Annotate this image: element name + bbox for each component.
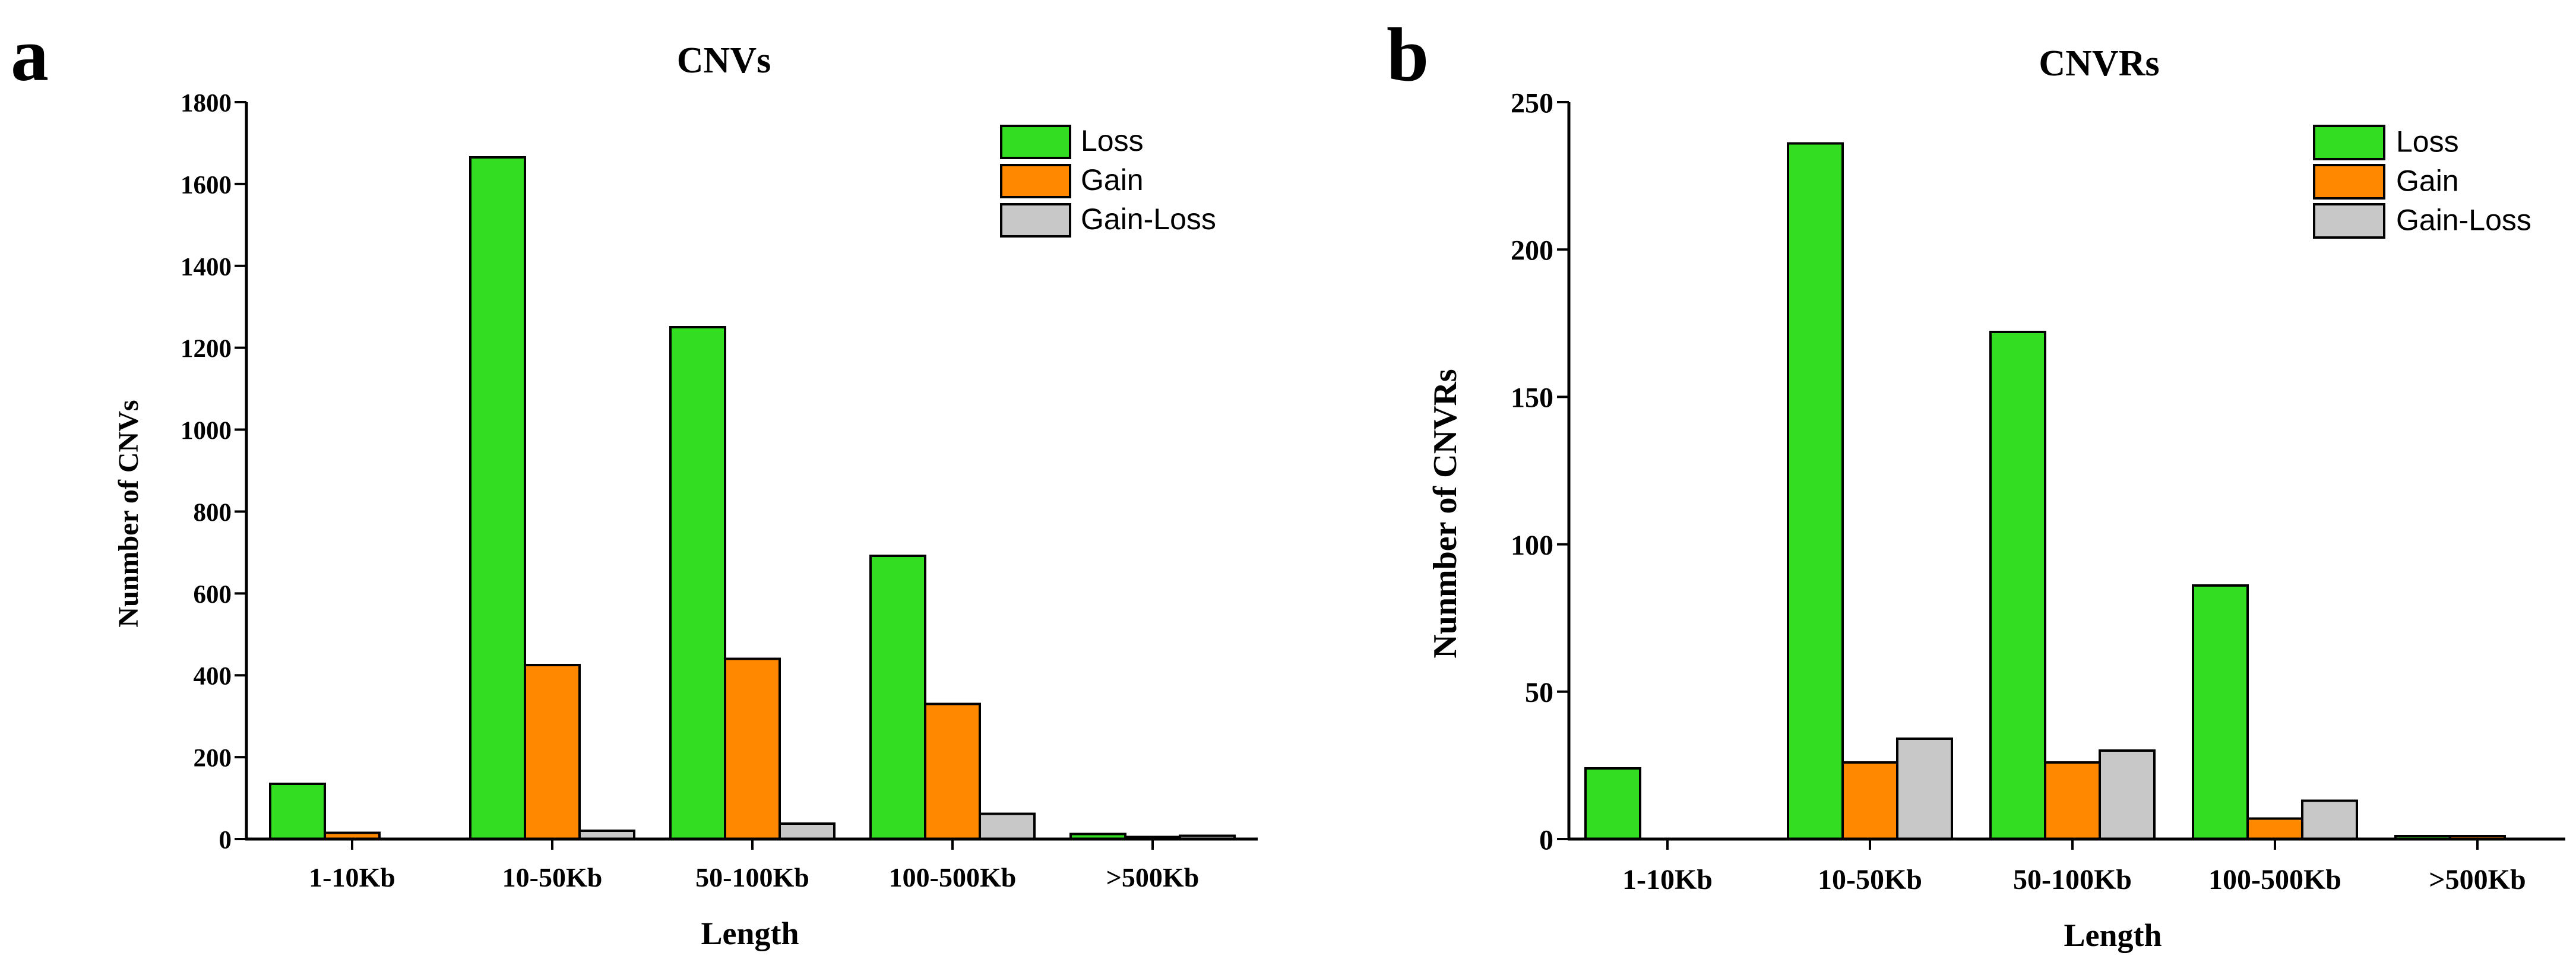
y-tick-label: 250 [1511,87,1553,119]
bar-gain-loss-3 [2099,749,2156,840]
y-tick-label: 200 [1511,235,1553,266]
bar-gain-loss-4 [979,812,1036,840]
x-tick-label: 100-500Kb [889,862,1017,892]
y-tick-label: 0 [219,826,232,854]
legend-swatch-gain [1000,164,1071,198]
panel-b: b CNVRs Length Nunmber of CNVRs 1-10Kb 10… [1387,12,2565,953]
legend-label: Loss [2396,125,2459,159]
bar-loss-2 [469,156,526,841]
y-tick-label: 1600 [181,171,232,199]
y-axis-label: Nunmber of CNVRs [1427,369,1464,658]
legend-swatch-gain [2313,164,2385,200]
panel-letter: b [1387,12,1429,97]
bar-gain-2 [524,663,581,840]
bar-loss-3 [669,326,726,840]
y-tick-label: 400 [194,663,232,691]
legend: Loss Gain Gain-Loss [2313,125,2531,239]
panel-letter: a [11,12,49,97]
y-tick-label: 1000 [181,417,232,445]
y-tick-label: 800 [194,499,232,527]
bar-gain-loss-2 [1896,738,1953,840]
y-axis-label: Nunmber of CNVs [113,400,144,627]
y-tick-label: 0 [1539,824,1553,856]
bar-loss-1 [1584,767,1641,841]
legend-swatch-gain-loss [2313,203,2385,239]
y-tick-label: 1800 [181,89,232,117]
x-tick-label: 10-50Kb [502,862,603,892]
plot-area: 1-10Kb 10-50Kb 50-100Kb 100-500Kb >500Kb 0 200… [181,89,1258,892]
y-tick-label: 50 [1525,677,1553,708]
bar-loss-3 [1989,331,2046,840]
legend-label: Gain-Loss [2396,204,2531,237]
bar-gain-loss-4 [2301,799,2358,841]
y-tick-label: 600 [194,581,232,609]
legend: Loss Gain Gain-Loss [1000,124,1216,238]
x-tick-label: >500Kb [2429,864,2526,895]
x-tick-label: 1-10Kb [1622,864,1713,895]
bar-loss-4 [2192,584,2249,840]
x-tick-label: >500Kb [1106,862,1200,892]
bar-loss-4 [869,554,926,840]
y-tick-label: 150 [1511,382,1553,414]
bar-gain-4 [924,702,981,840]
x-tick-label: 50-100Kb [695,862,809,892]
chart-title: CNVs [677,40,771,81]
bar-gain-3 [724,657,781,840]
x-tick-label: 100-500Kb [2208,864,2341,895]
plot-area: 1-10Kb 10-50Kb 50-100Kb 100-500Kb >500Kb 0 50 1… [1511,87,2565,895]
legend-swatch-gain-loss [1000,203,1071,238]
y-tick-label: 200 [194,745,232,773]
x-tick-label: 1-10Kb [309,862,395,892]
bar-loss-1 [269,782,326,841]
legend-label: Loss [1081,124,1144,157]
bar-loss-2 [1787,142,1844,841]
chart-title: CNVRs [2039,43,2159,84]
x-tick-label: 10-50Kb [1818,864,1922,895]
x-tick-label: 50-100Kb [2013,864,2132,895]
y-tick-label: 100 [1511,530,1553,561]
y-tick-label: 1200 [181,335,232,363]
legend-swatch-loss [1000,125,1071,159]
x-axis-label: Length [2064,917,2162,953]
panel-a: a CNVs Length Nunmber of CNVs 1-10Kb 10-5… [11,12,1258,951]
legend-label: Gain [1081,163,1144,197]
bar-gain-loss-3 [779,822,836,841]
legend-label: Gain [2396,164,2459,198]
legend-label: Gain-Loss [1081,202,1216,236]
y-tick-label: 1400 [181,253,232,281]
legend-swatch-loss [2313,125,2385,160]
x-axis-label: Length [701,916,799,951]
bar-gain-2 [1841,761,1898,841]
bar-gain-4 [2246,817,2303,840]
bar-gain-3 [2044,761,2101,841]
